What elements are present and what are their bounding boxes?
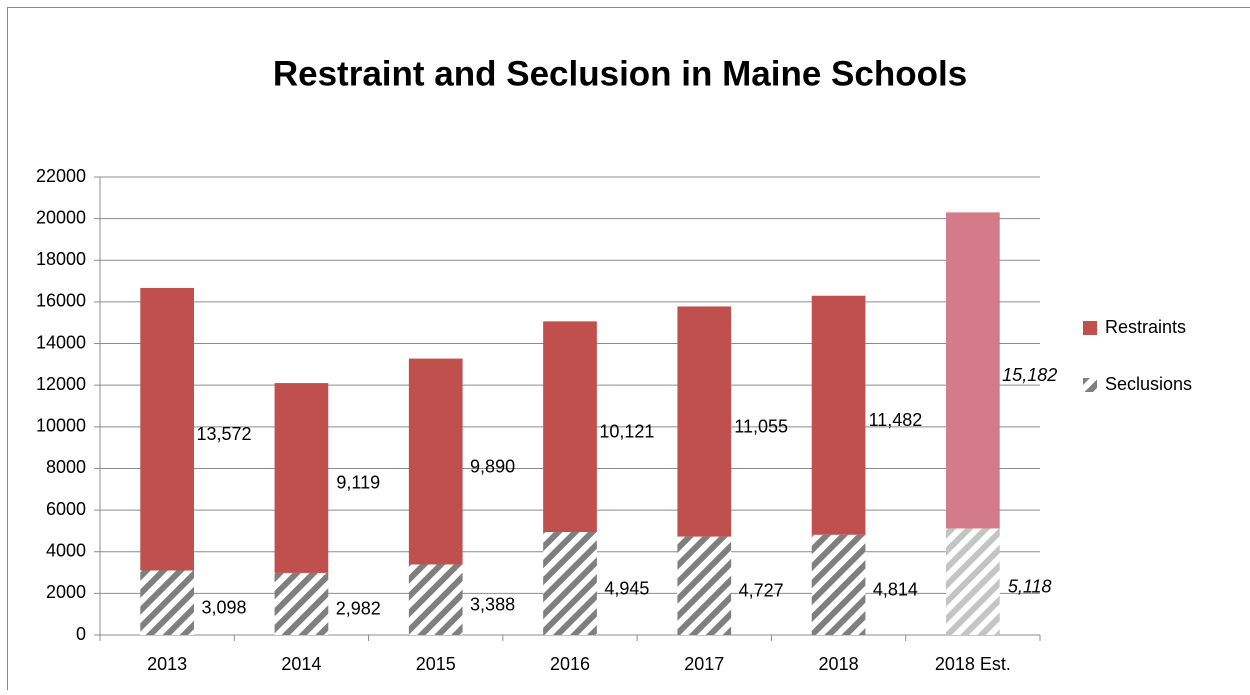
- y-tick-label: 2000: [46, 582, 86, 602]
- y-tick-label: 4000: [46, 540, 86, 560]
- legend-swatch: [1083, 378, 1097, 392]
- data-label: 4,727: [739, 581, 784, 601]
- legend-label: Restraints: [1105, 317, 1186, 337]
- y-tick-label: 12000: [36, 374, 86, 394]
- bar-segment: [812, 535, 866, 635]
- bar-segment: [275, 573, 329, 635]
- bar-segment: [677, 306, 731, 536]
- data-label: 9,119: [336, 473, 380, 493]
- data-label: 5,118: [1008, 576, 1052, 596]
- y-tick-label: 22000: [36, 166, 86, 186]
- legend-label: Seclusions: [1105, 374, 1192, 394]
- data-label: 11,055: [734, 416, 788, 436]
- bar-segment: [140, 288, 194, 571]
- y-tick-label: 0: [76, 624, 86, 644]
- bar-segment: [140, 571, 194, 635]
- y-tick-label: 16000: [36, 291, 86, 311]
- x-tick-label: 2016: [550, 654, 590, 674]
- data-label: 9,890: [470, 456, 515, 476]
- data-label: 2,982: [336, 599, 381, 619]
- bar-segment: [812, 296, 866, 535]
- bar-segment: [543, 532, 597, 635]
- bar-segment: [946, 212, 1000, 528]
- y-tick-label: 6000: [46, 499, 86, 519]
- data-label: 3,098: [201, 598, 246, 618]
- data-label: 4,945: [604, 578, 649, 598]
- x-tick-label: 2015: [416, 654, 456, 674]
- bar-segment: [275, 383, 329, 573]
- x-tick-label: 2018 Est.: [935, 654, 1011, 674]
- data-label: 11,482: [869, 410, 923, 430]
- data-label: 15,182: [1002, 365, 1057, 385]
- bar-segment: [409, 564, 463, 635]
- bar-segment: [543, 321, 597, 532]
- x-tick-label: 2014: [281, 654, 321, 674]
- x-tick-label: 2017: [684, 654, 724, 674]
- data-label: 3,388: [470, 594, 515, 614]
- y-tick-label: 14000: [36, 332, 86, 352]
- bar-segment: [677, 537, 731, 635]
- x-tick-label: 2013: [147, 654, 187, 674]
- bar-segment: [946, 528, 1000, 635]
- y-tick-label: 18000: [36, 249, 86, 269]
- data-label: 13,572: [196, 424, 251, 444]
- x-tick-label: 2018: [819, 654, 859, 674]
- chart-title: Restraint and Seclusion in Maine Schools: [273, 54, 967, 93]
- y-tick-label: 8000: [46, 457, 86, 477]
- data-label: 10,121: [599, 421, 654, 441]
- legend-swatch: [1083, 321, 1097, 335]
- bar-segment: [409, 359, 463, 565]
- data-label: 4,814: [873, 580, 918, 600]
- y-tick-label: 10000: [36, 416, 86, 436]
- y-tick-label: 20000: [36, 207, 86, 227]
